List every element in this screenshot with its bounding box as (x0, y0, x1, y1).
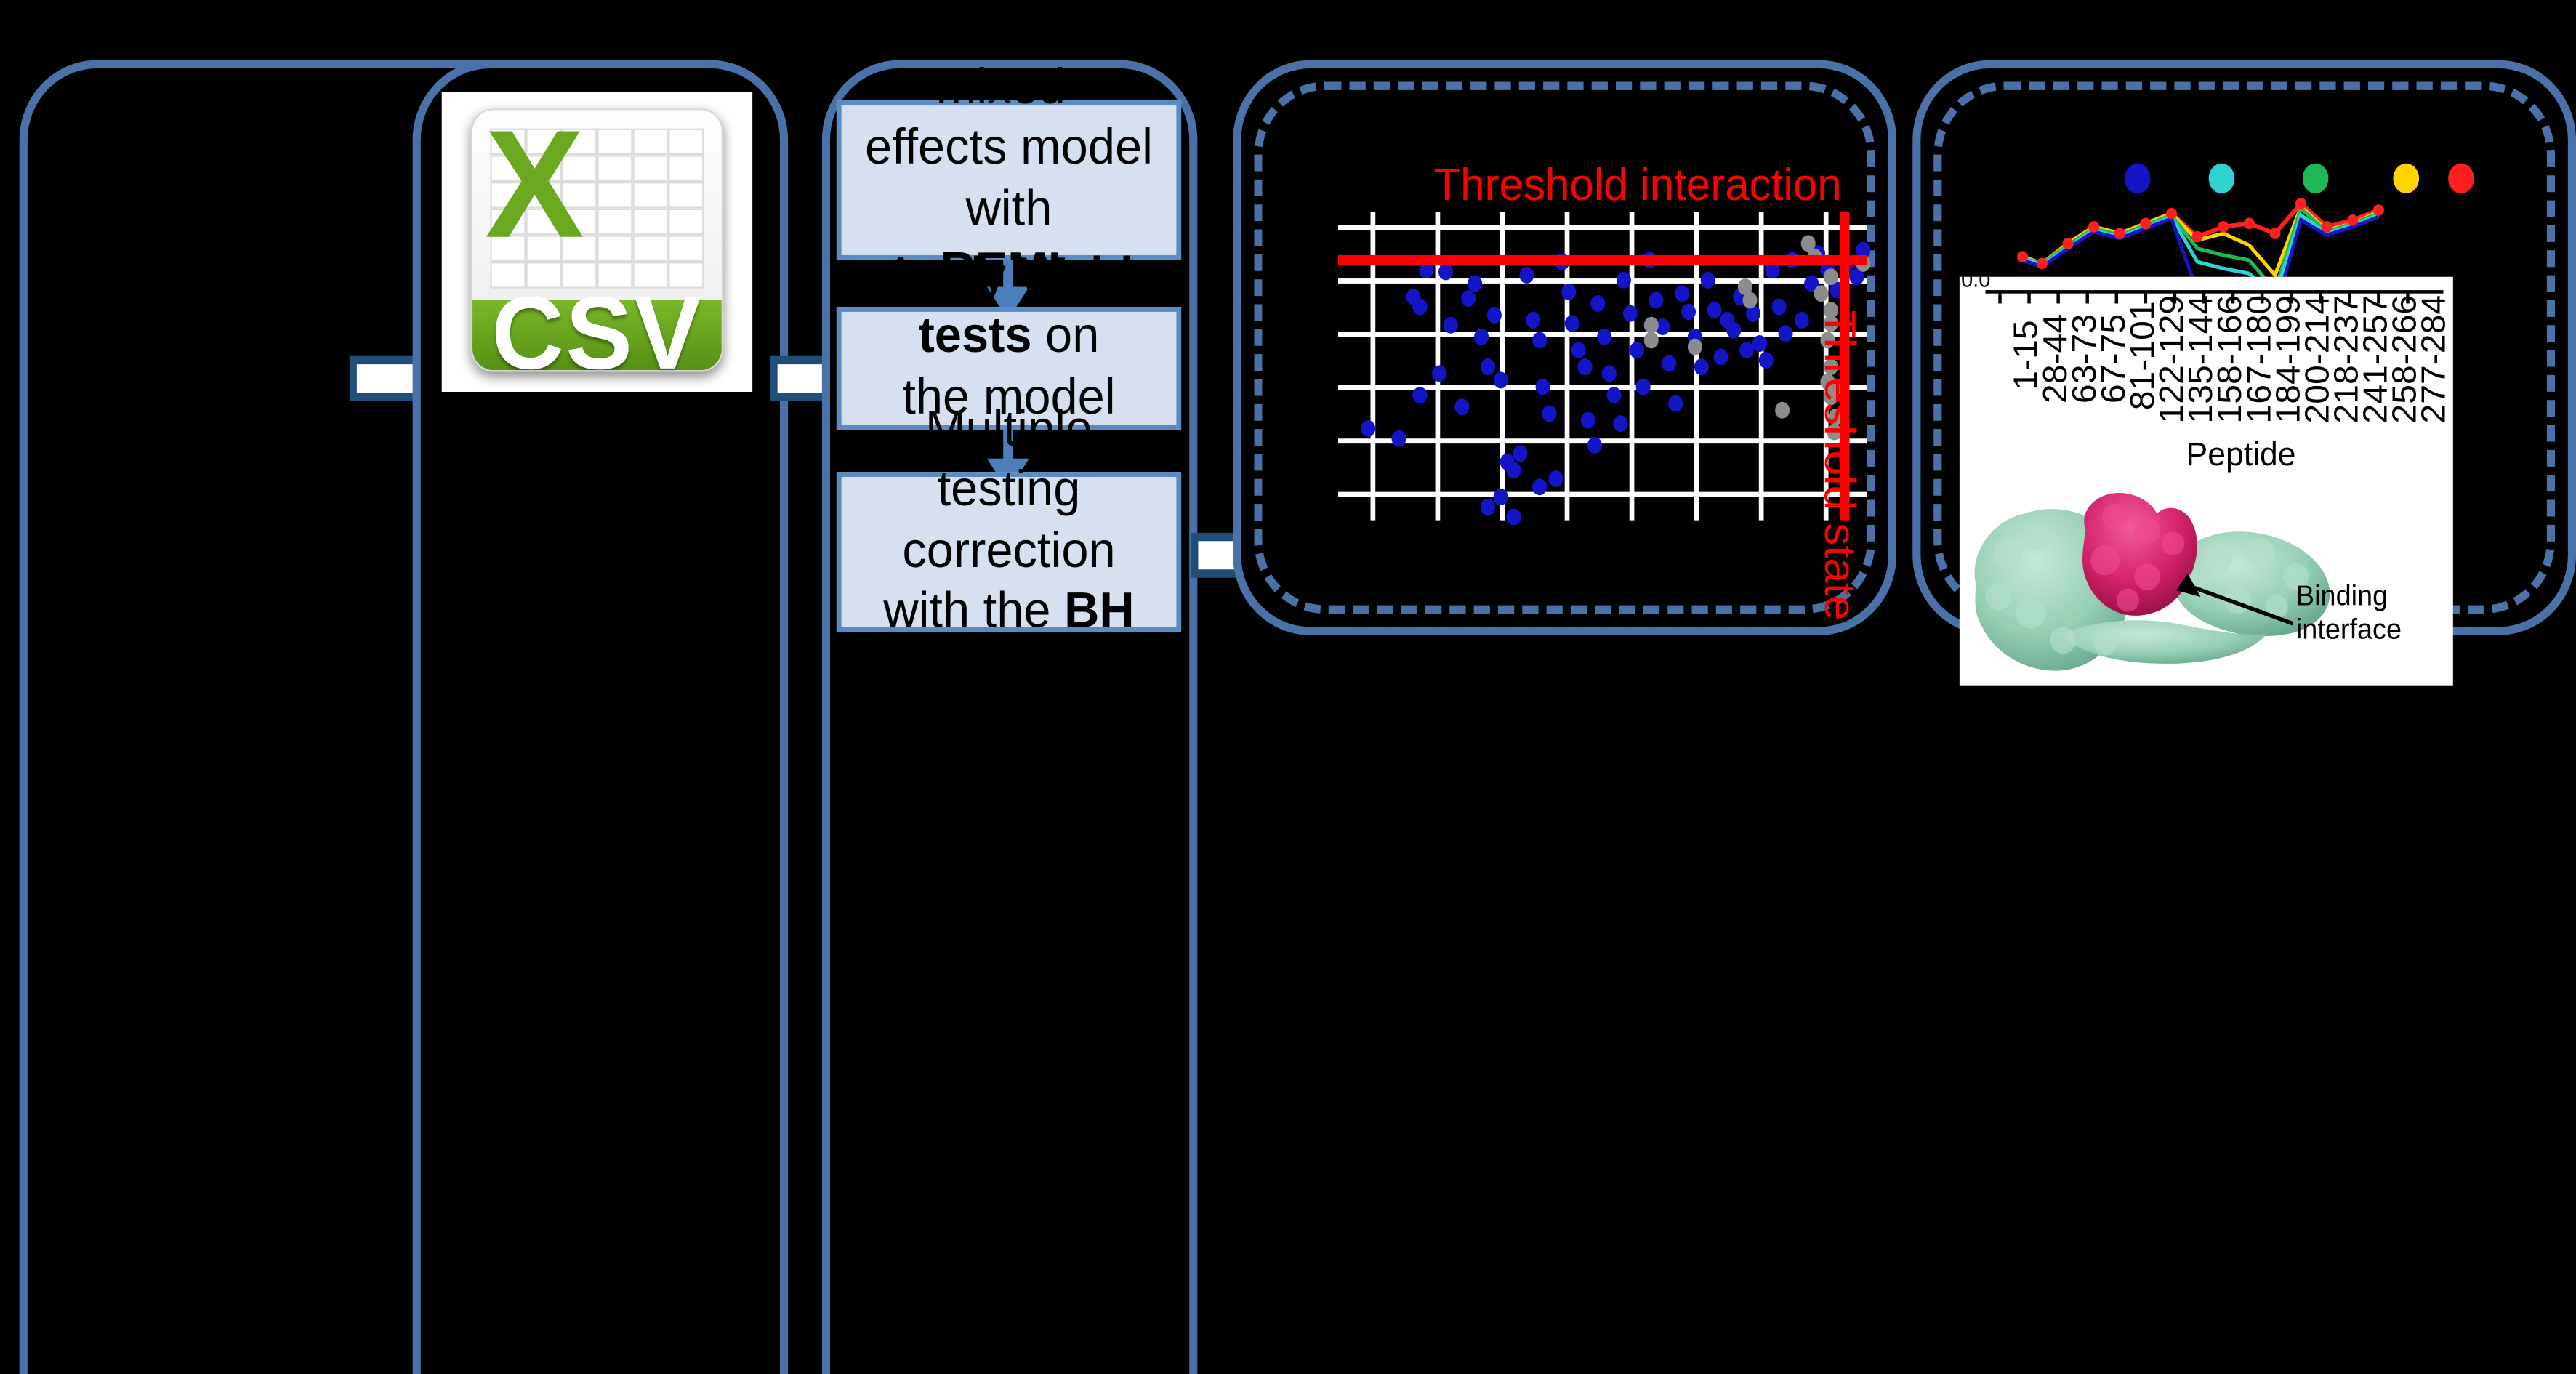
binding-interface-annotation: Binding interface (2295, 580, 2402, 645)
legend-dot-series-4 (2393, 163, 2420, 194)
box-bh-line1: Multiple testing (925, 401, 1093, 518)
csv-file-icon: X CSV (470, 108, 724, 372)
peptide-tick-label: 277-284 (2415, 294, 2453, 424)
box-bh-text: Multiple testing correction with the BH … (858, 399, 1160, 704)
peptide-uptake-line-chart (2006, 183, 2524, 292)
box-reml-line2: effects model with (864, 121, 1153, 237)
box-bh: Multiple testing correction with the BH … (836, 401, 1182, 700)
legend-dot-series-1 (2124, 163, 2151, 194)
csv-format-band: CSV (472, 278, 722, 371)
box-wald-line1-bold: Wald tests (918, 248, 1134, 364)
csv-excel-x-letter: X (485, 108, 584, 270)
threshold-scatter-panel-inner-dashed (1254, 81, 1876, 614)
box-bh-line2: correction (902, 523, 1116, 579)
peptide-x-axis (1985, 290, 2444, 294)
legend-dot-series-2 (2208, 163, 2235, 194)
peptide-axis-and-protein-inset: 0.0 1-15 28-44 63-73 67-75 81-101 122-12… (1959, 267, 2453, 686)
y-axis-tick-zero: 0.0 (1961, 266, 1991, 292)
legend-dot-series-3 (2302, 163, 2329, 194)
threshold-interaction-label: Threshold interaction (1433, 160, 1842, 211)
box-bh-line3-pre: with the (883, 584, 1065, 640)
protein-surface-render (1960, 481, 2364, 680)
legend-dot-series-5 (2448, 163, 2474, 194)
threshold-interaction-line (1338, 254, 1867, 265)
box-reml: Fit a linear mixed- effects model with R… (836, 0, 1182, 359)
box-wald-line1-post: on (1031, 309, 1100, 364)
box-bh-line3-bold: BH (1064, 584, 1135, 640)
csv-spreadsheet-grid (489, 128, 704, 289)
threshold-state-label: Threshold state (1815, 310, 1864, 621)
csv-icon-frame: X CSV (441, 92, 753, 393)
threshold-scatter-plot (1338, 212, 1871, 526)
box-reml-line1: Fit a linear mixed- (895, 0, 1122, 115)
box-wald-line1-pre: Apply (884, 248, 1020, 304)
csv-format-label: CSV (491, 277, 703, 372)
box-bh-line3-post: procedure (899, 645, 1119, 701)
figure-canvas: X CSV Fit a linear mixed- effects model … (19, 0, 2576, 1374)
threshold-state-line (1840, 212, 1850, 521)
peptide-axis-title: Peptide (2186, 436, 2296, 474)
